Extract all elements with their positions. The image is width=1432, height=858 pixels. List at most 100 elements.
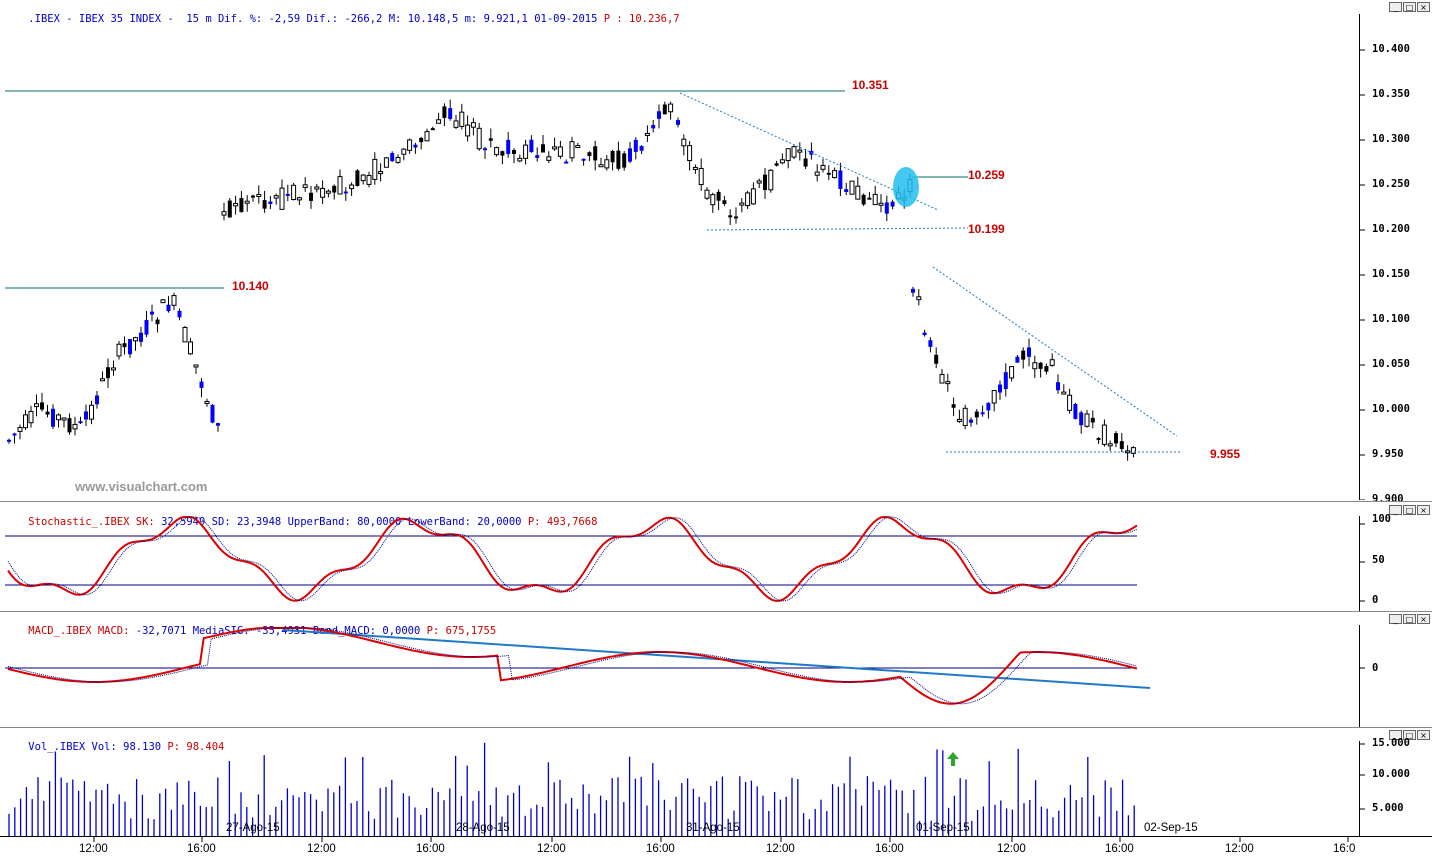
volume-panel[interactable]: Vol_.IBEX Vol: 98.130 P: 98.404 _ □ × 15… — [0, 728, 1432, 836]
candle-body — [838, 170, 842, 188]
candle-body — [338, 177, 342, 194]
stoch-ytick: 0 — [1372, 594, 1378, 606]
candle-body — [373, 159, 377, 179]
time-label: 16:00 — [187, 843, 216, 855]
price-ytick: 10.350 — [1372, 88, 1410, 100]
time-label: 16:0 — [1333, 843, 1355, 855]
candle-body — [769, 170, 773, 190]
candle-body — [1021, 351, 1025, 360]
candle-body — [856, 186, 860, 199]
candle-body — [466, 125, 470, 136]
candle-body — [1027, 347, 1031, 356]
candle-body — [167, 305, 171, 311]
candle-body — [286, 194, 290, 196]
candle-body — [62, 418, 66, 420]
candle-body — [51, 409, 55, 427]
candle-body — [123, 343, 127, 347]
candle-body — [355, 170, 359, 186]
candle-body — [529, 140, 533, 152]
candle-body — [535, 155, 539, 158]
candle-body — [657, 111, 661, 119]
candle-body — [576, 146, 580, 148]
volume-chart[interactable] — [0, 728, 1432, 836]
candle-body — [1073, 404, 1077, 419]
vol-ytick: 10.000 — [1372, 768, 1410, 780]
candle-body — [717, 192, 721, 201]
candle-body — [969, 420, 973, 423]
candle-body — [998, 385, 1002, 393]
macd-chart[interactable] — [0, 612, 1432, 727]
candle-body — [396, 158, 400, 163]
price-panel[interactable]: .IBEX - IBEX 35 INDEX - 15 m Dif. %: -2,… — [0, 0, 1432, 500]
candle-body — [722, 200, 726, 204]
macd-panel[interactable]: MACD_.IBEX MACD: -32,7071 MediaSIG: -35,… — [0, 612, 1432, 727]
stochastic-panel[interactable]: Stochastic_.IBEX SK: 32,5949 SD: 23,3948… — [0, 503, 1432, 611]
time-label: 12:00 — [997, 843, 1026, 855]
time-label: 16:00 — [646, 843, 675, 855]
candle-body — [981, 412, 985, 414]
candle-body — [68, 418, 72, 432]
candle-body — [524, 145, 528, 158]
highlight-ellipse — [893, 167, 919, 207]
candle-body — [911, 289, 915, 293]
candle-body — [1056, 382, 1060, 390]
candle-body — [263, 200, 267, 209]
candle-body — [1108, 444, 1112, 446]
time-label: 12:00 — [766, 843, 795, 855]
candle-body — [326, 191, 330, 193]
date-label: 02-Sep-15 — [1144, 822, 1198, 834]
candle-body — [711, 195, 715, 205]
candle-body — [512, 150, 516, 154]
price-chart[interactable] — [0, 0, 1432, 500]
candle-body — [101, 379, 105, 381]
candle-body — [292, 185, 296, 199]
candle-body — [775, 163, 779, 165]
candle-body — [804, 159, 808, 167]
time-label: 12:00 — [1225, 843, 1254, 855]
candle-body — [946, 382, 950, 384]
candle-body — [471, 123, 475, 127]
candle-body — [728, 215, 732, 217]
candle-body — [200, 382, 204, 388]
candle-body — [676, 120, 680, 125]
candle-body — [367, 175, 371, 184]
time-axis: 12:00 16:00 12:00 16:00 12:00 16:00 12:0… — [0, 836, 1432, 858]
price-ytick: 10.300 — [1372, 133, 1410, 145]
candle-body — [885, 202, 889, 213]
level-10351-label: 10.351 — [852, 78, 889, 92]
candle-body — [194, 365, 198, 367]
candle-body — [582, 159, 586, 161]
panel-separator[interactable] — [0, 501, 1432, 502]
macd-ytick: 0 — [1372, 662, 1378, 674]
candle-body — [622, 153, 626, 167]
candle-body — [634, 140, 638, 152]
candle-body — [934, 355, 938, 364]
candle-body — [751, 189, 755, 204]
candle-body — [844, 189, 848, 192]
candle-body — [1068, 395, 1072, 410]
candle-body — [112, 368, 116, 370]
candle-body — [483, 148, 487, 150]
candle-body — [117, 344, 121, 356]
candle-body — [274, 196, 278, 198]
candle-body — [640, 146, 644, 151]
candle-body — [792, 147, 796, 157]
candle-body — [128, 339, 132, 354]
candle-body — [384, 158, 388, 167]
candle-body — [587, 152, 591, 156]
candle-body — [350, 185, 354, 189]
candle-body — [172, 296, 176, 306]
candle-body — [239, 198, 243, 212]
up-arrow-icon — [947, 752, 959, 766]
stochastic-chart[interactable] — [0, 503, 1432, 611]
candle-body — [1114, 433, 1118, 443]
candle-body — [344, 191, 348, 193]
time-label: 16:00 — [1105, 843, 1134, 855]
candle-body — [178, 311, 182, 317]
candle-body — [616, 151, 620, 169]
vol-ytick: 5.000 — [1372, 802, 1404, 814]
candle-body — [408, 140, 412, 150]
candle-body — [570, 142, 574, 158]
candle-body — [454, 121, 458, 127]
candle-body — [879, 203, 883, 205]
